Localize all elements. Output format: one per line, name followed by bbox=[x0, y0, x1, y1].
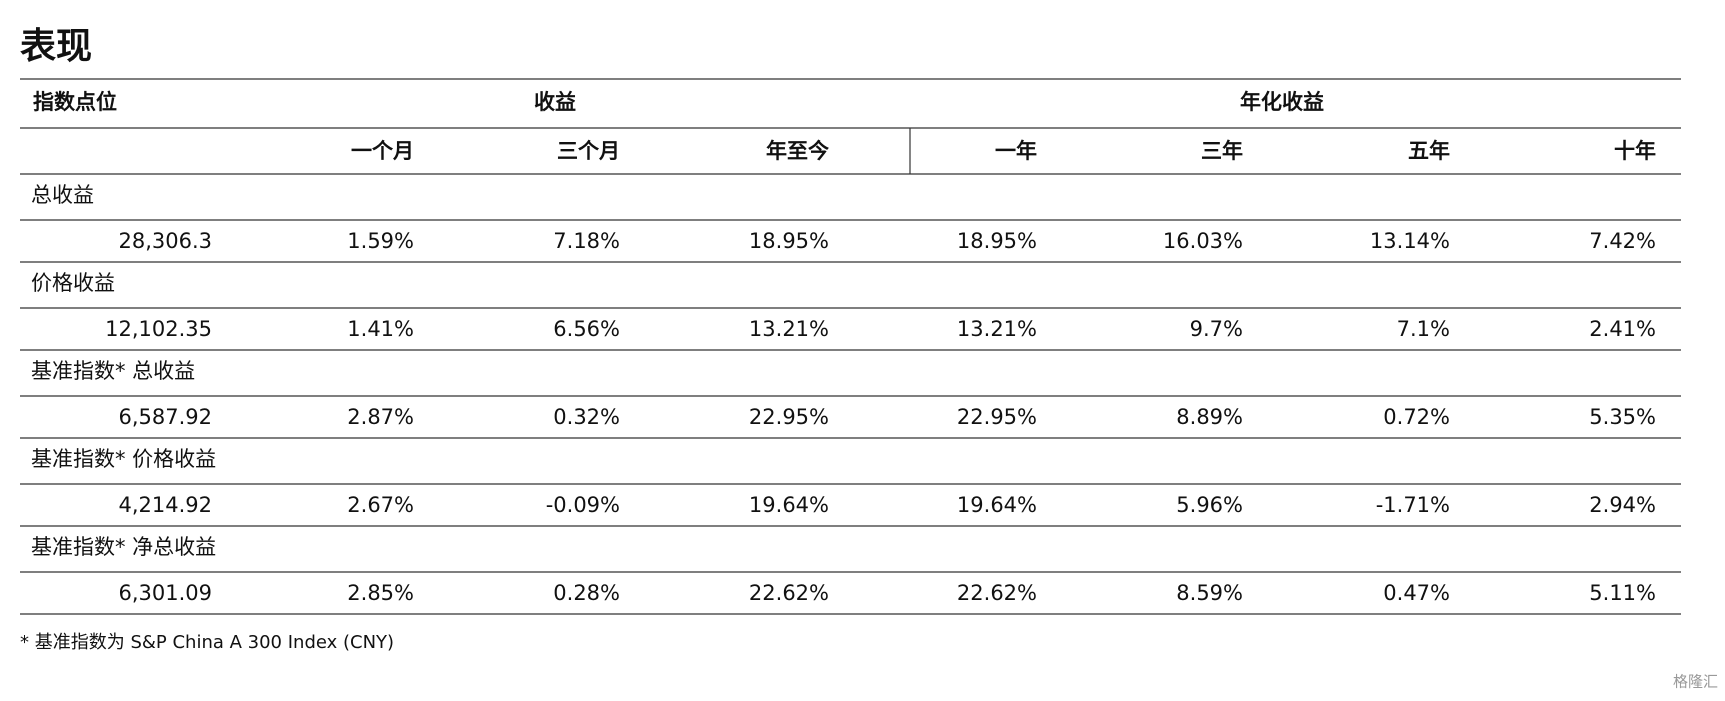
section-label: 基准指数* 总收益 bbox=[31, 359, 195, 383]
cell: 18.95% bbox=[957, 229, 1037, 253]
cell: 0.72% bbox=[1383, 405, 1450, 429]
cell: 13.14% bbox=[1370, 229, 1450, 253]
section-label: 基准指数* 净总收益 bbox=[31, 535, 216, 559]
cell: 18.95% bbox=[749, 229, 829, 253]
column-header: 三个月 bbox=[557, 139, 620, 163]
column-header: 十年 bbox=[1614, 139, 1656, 163]
cell: 2.67% bbox=[347, 493, 414, 517]
cell: 28,306.3 bbox=[118, 229, 212, 253]
cell: 6,301.09 bbox=[118, 581, 212, 605]
cell: 9.7% bbox=[1190, 317, 1243, 341]
cell: 19.64% bbox=[957, 493, 1037, 517]
cell: 8.59% bbox=[1176, 581, 1243, 605]
cell: 6.56% bbox=[553, 317, 620, 341]
cell: 5.96% bbox=[1176, 493, 1243, 517]
cell: 1.41% bbox=[347, 317, 414, 341]
cell: 7.1% bbox=[1397, 317, 1450, 341]
cell: 7.18% bbox=[553, 229, 620, 253]
section-label: 总收益 bbox=[31, 183, 94, 207]
cell: 2.87% bbox=[347, 405, 414, 429]
header-group: 收益 bbox=[534, 90, 576, 114]
header-group: 指数点位 bbox=[33, 90, 117, 114]
cell: 2.85% bbox=[347, 581, 414, 605]
cell: 22.95% bbox=[749, 405, 829, 429]
header-group: 年化收益 bbox=[1240, 90, 1324, 114]
column-header: 一个月 bbox=[351, 139, 414, 163]
column-header: 年至今 bbox=[766, 139, 829, 163]
watermark: 格隆汇 bbox=[1673, 673, 1718, 691]
cell: 22.62% bbox=[749, 581, 829, 605]
cell: 13.21% bbox=[957, 317, 1037, 341]
cell: 22.95% bbox=[957, 405, 1037, 429]
cell: 2.94% bbox=[1589, 493, 1656, 517]
cell: 0.28% bbox=[553, 581, 620, 605]
cell: 4,214.92 bbox=[118, 493, 212, 517]
cell: 13.21% bbox=[749, 317, 829, 341]
cell: 12,102.35 bbox=[105, 317, 212, 341]
cell: 1.59% bbox=[347, 229, 414, 253]
cell: 5.11% bbox=[1589, 581, 1656, 605]
cell: -1.71% bbox=[1376, 493, 1450, 517]
cell: 5.35% bbox=[1589, 405, 1656, 429]
title: 表现 bbox=[20, 26, 92, 67]
cell: 16.03% bbox=[1163, 229, 1243, 253]
cell: 8.89% bbox=[1176, 405, 1243, 429]
column-header: 五年 bbox=[1408, 139, 1450, 163]
cell: 22.62% bbox=[957, 581, 1037, 605]
cell: 7.42% bbox=[1589, 229, 1656, 253]
cell: 2.41% bbox=[1589, 317, 1656, 341]
column-header: 一年 bbox=[995, 139, 1037, 163]
cell: 0.47% bbox=[1383, 581, 1450, 605]
section-label: 基准指数* 价格收益 bbox=[31, 447, 216, 471]
cell: -0.09% bbox=[546, 493, 620, 517]
cell: 6,587.92 bbox=[118, 405, 212, 429]
section-label: 价格收益 bbox=[31, 271, 115, 295]
cell: 0.32% bbox=[553, 405, 620, 429]
column-header: 三年 bbox=[1201, 139, 1243, 163]
cell: 19.64% bbox=[749, 493, 829, 517]
footnote: * 基准指数为 S&P China A 300 Index (CNY) bbox=[20, 632, 394, 653]
